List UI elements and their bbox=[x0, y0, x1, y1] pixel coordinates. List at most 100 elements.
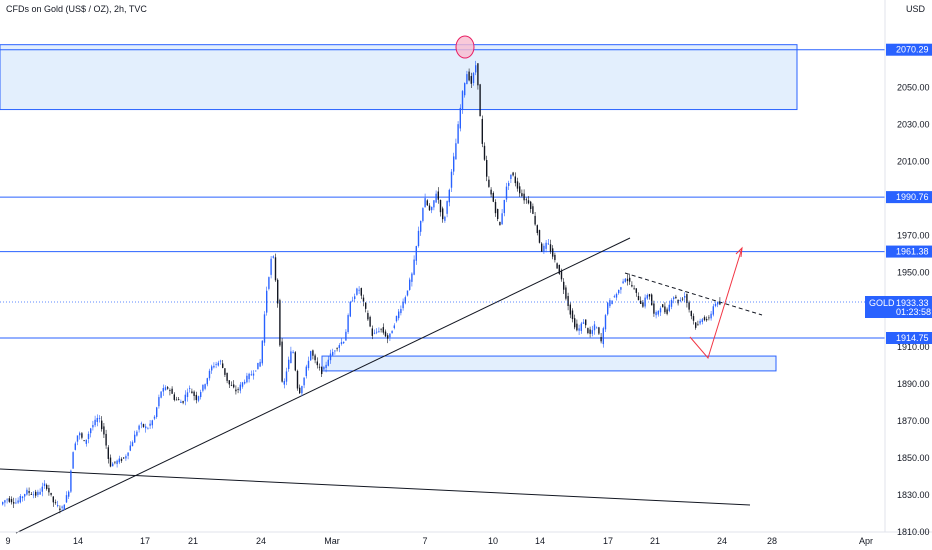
candle bbox=[8, 495, 10, 503]
candle bbox=[563, 278, 565, 295]
candle bbox=[437, 187, 439, 204]
candle bbox=[327, 356, 329, 367]
candle bbox=[505, 182, 508, 203]
candle bbox=[140, 421, 142, 429]
high-marker bbox=[455, 35, 475, 59]
candle bbox=[356, 287, 358, 296]
candle bbox=[699, 318, 701, 326]
candle bbox=[358, 286, 360, 294]
candle bbox=[653, 300, 655, 317]
candle bbox=[134, 430, 136, 443]
candle bbox=[547, 238, 549, 245]
candle bbox=[283, 378, 285, 389]
candle bbox=[151, 419, 153, 429]
candle bbox=[96, 414, 98, 427]
x-tick-label-8: 14 bbox=[535, 536, 545, 546]
candle bbox=[266, 286, 268, 316]
candle bbox=[21, 495, 24, 502]
candle bbox=[596, 326, 598, 329]
candle bbox=[613, 294, 615, 298]
candle bbox=[145, 423, 147, 433]
candle bbox=[195, 391, 197, 404]
candle bbox=[448, 188, 450, 207]
candle bbox=[512, 171, 514, 177]
candle bbox=[26, 487, 28, 496]
candle bbox=[101, 416, 103, 432]
candle bbox=[116, 459, 118, 468]
candle bbox=[560, 268, 563, 282]
candle bbox=[420, 220, 422, 236]
candle bbox=[285, 367, 288, 386]
candle bbox=[303, 377, 305, 389]
level-label-2: 1961.38 bbox=[896, 247, 929, 257]
candle bbox=[211, 364, 213, 374]
candle bbox=[565, 285, 567, 301]
candle bbox=[92, 420, 94, 431]
candle bbox=[439, 199, 442, 217]
candle bbox=[569, 302, 571, 319]
candle bbox=[332, 348, 334, 356]
candle bbox=[79, 431, 81, 440]
candle bbox=[426, 199, 428, 206]
candle bbox=[158, 394, 160, 409]
candle bbox=[466, 70, 468, 85]
candle bbox=[248, 372, 250, 383]
candle bbox=[492, 191, 494, 203]
candle bbox=[180, 399, 182, 403]
candle bbox=[215, 361, 217, 369]
candle bbox=[640, 296, 642, 304]
candle bbox=[536, 224, 538, 236]
candle bbox=[543, 243, 545, 255]
candle bbox=[10, 496, 13, 505]
x-tick-label-5: Mar bbox=[324, 536, 340, 546]
candle bbox=[200, 389, 202, 400]
candle bbox=[664, 302, 666, 315]
candle bbox=[19, 493, 21, 504]
candle bbox=[74, 441, 76, 451]
candle bbox=[712, 303, 714, 317]
candle bbox=[402, 298, 404, 311]
candle bbox=[310, 350, 312, 361]
candle bbox=[257, 362, 259, 370]
candle bbox=[213, 362, 215, 369]
candle bbox=[411, 272, 413, 287]
candle bbox=[314, 353, 316, 364]
candle bbox=[228, 380, 230, 389]
candle bbox=[681, 297, 684, 302]
last-price-value: 1933.33 bbox=[896, 298, 929, 308]
candles-layer bbox=[2, 60, 721, 514]
y-tick-label-4: 1890.00 bbox=[897, 379, 930, 389]
candle bbox=[54, 499, 57, 505]
candle bbox=[167, 386, 169, 390]
candle bbox=[189, 385, 191, 393]
candle bbox=[710, 310, 712, 321]
axes-layer bbox=[0, 0, 932, 533]
candle bbox=[391, 330, 393, 334]
x-tick-label-11: 24 bbox=[717, 536, 727, 546]
candle bbox=[87, 431, 90, 444]
candle bbox=[149, 420, 151, 430]
candle bbox=[673, 296, 675, 304]
candle bbox=[182, 400, 184, 405]
candle bbox=[576, 319, 578, 332]
candle bbox=[497, 208, 499, 222]
candle bbox=[173, 392, 175, 402]
candle bbox=[587, 327, 589, 335]
candle bbox=[534, 211, 536, 226]
candle bbox=[230, 381, 233, 387]
x-tick-label-4: 24 bbox=[256, 536, 266, 546]
candle bbox=[316, 357, 318, 369]
candle bbox=[404, 295, 406, 305]
candle bbox=[668, 300, 670, 313]
candle bbox=[598, 326, 600, 335]
candle bbox=[362, 294, 365, 307]
candle bbox=[593, 320, 596, 335]
candle bbox=[288, 356, 290, 372]
candle bbox=[81, 432, 83, 440]
candle bbox=[127, 452, 129, 460]
candle bbox=[85, 439, 87, 447]
candle bbox=[28, 487, 30, 496]
candle bbox=[171, 386, 173, 394]
candle bbox=[17, 497, 19, 504]
